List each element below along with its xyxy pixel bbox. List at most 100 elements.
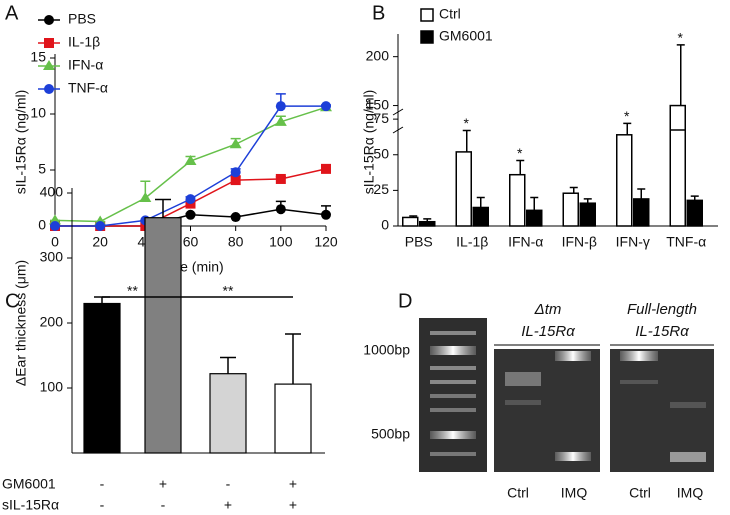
gel-title: Δtm [534,301,562,318]
marker [95,221,106,231]
bar [83,302,121,454]
band [430,452,476,456]
panel-label: D [398,290,412,312]
condition-value: + [159,476,167,492]
marker [185,194,196,205]
bar [579,202,596,227]
marker [274,115,287,126]
marker [230,175,241,186]
bar-segment [616,134,633,227]
legend-label: IL-1β [68,34,100,50]
axis-break [392,108,404,134]
band [670,452,706,462]
band [430,346,476,355]
panel-label: A [5,2,19,24]
bar-segment [472,206,489,227]
marker [321,163,331,174]
error-bar [516,159,525,175]
y-tick-label: 10 [30,105,46,121]
x-tick-label: 100 [269,234,293,250]
error-bar [530,196,539,211]
panel-label: B [372,2,385,24]
bar-segment [509,173,526,227]
error-bar [637,188,646,199]
marker [44,15,54,25]
gel-title: IL-15Rα [521,323,575,340]
condition-value: - [100,476,105,492]
significance: * [464,115,470,131]
significance: ** [223,283,234,299]
marker [44,84,54,94]
legend-swatch [420,8,434,22]
error-bar [569,186,578,194]
band [620,380,658,384]
gel-title: IL-15Rα [635,323,689,340]
bar-segment [633,198,650,227]
condition-value: - [100,497,105,513]
bar [669,104,686,227]
band [430,394,476,398]
error-bar [155,198,171,218]
lane-label: IMQ [677,485,704,501]
significance: * [517,145,523,161]
bar-segment [419,220,436,227]
y-tick-label: 25 [373,181,389,197]
condition-value: - [161,497,166,513]
lane-label: Ctrl [507,485,529,501]
significance: * [678,30,684,46]
marker-label: 500bp [371,426,410,442]
bar-segment [686,199,703,227]
panel-d: D 1000bp 500bp Δtm IL-15Rα Ctrl IMQ Full… [363,290,714,501]
error-bar [220,356,236,374]
band [620,351,658,361]
band [430,431,476,439]
bar-segment [455,151,472,227]
band [430,380,476,384]
gel [494,349,600,472]
error-bar [676,44,685,106]
band [555,351,591,361]
y-tick-label: 0 [381,217,389,233]
band [505,400,541,405]
bar [686,199,703,227]
error-bar [623,122,632,135]
bar [274,383,312,454]
y-tick-label: 100 [40,379,64,395]
band [430,408,476,412]
marker [44,38,54,48]
error-bar [409,215,418,218]
marker [184,155,197,166]
band [505,372,541,386]
error-bar [476,196,485,208]
bar [562,192,579,227]
marker [275,204,286,215]
bar-segment [402,216,419,227]
legend-swatch [420,30,434,44]
gel [610,349,714,472]
error-bar [690,195,699,201]
condition-value: + [289,497,297,513]
legend-label: PBS [68,11,96,27]
y-tick-label: 200 [366,47,390,63]
marker [50,221,60,231]
band [555,452,591,461]
y-tick-label: 75 [373,110,389,126]
legend-label: IFN-α [68,57,103,73]
marker [185,209,196,220]
marker [230,167,241,178]
y-tick-label: 50 [373,145,389,161]
y-tick-label: 0 [38,217,46,233]
gel-title: Full-length [627,301,697,318]
bar-segment [526,209,543,227]
legend-label: GM6001 [439,28,493,44]
y-tick-label: 300 [40,249,64,265]
bar [509,173,526,227]
marker [230,212,241,223]
bar [526,209,543,227]
bar [402,216,419,227]
condition-name: sIL-15Rα [2,497,59,513]
bar-segment [579,202,596,227]
x-tick-label: IL-1β [456,234,488,250]
y-tick-label: 400 [40,184,64,200]
bar-segment [562,192,579,227]
